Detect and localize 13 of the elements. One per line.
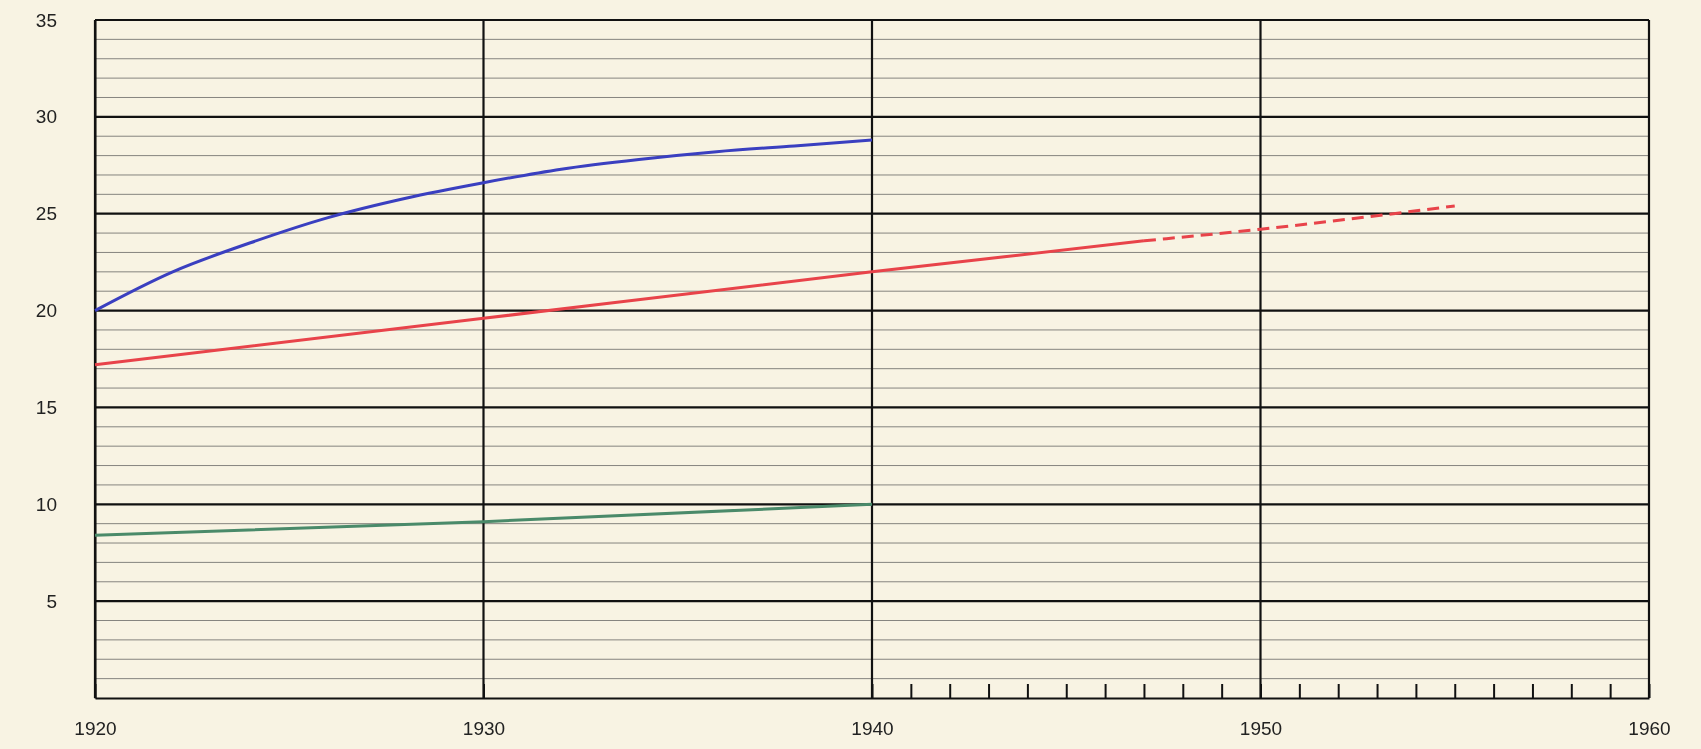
x-tick-label: 1920	[74, 718, 117, 740]
line-series	[93, 138, 874, 313]
x-tick-label: 1960	[1628, 718, 1671, 740]
x-tick-label: 1930	[462, 718, 506, 740]
y-tick-label: 5	[46, 590, 57, 612]
y-tick-label: 10	[35, 493, 57, 515]
y-tick-label: 30	[35, 106, 57, 128]
y-tick-label: 25	[35, 203, 57, 225]
y-tick-label: 20	[35, 300, 57, 322]
x-tick-label: 1950	[1239, 718, 1283, 740]
x-tick-label: 1940	[851, 718, 894, 740]
y-tick-label: 15	[35, 397, 57, 419]
y-tick-label: 35	[35, 9, 57, 31]
